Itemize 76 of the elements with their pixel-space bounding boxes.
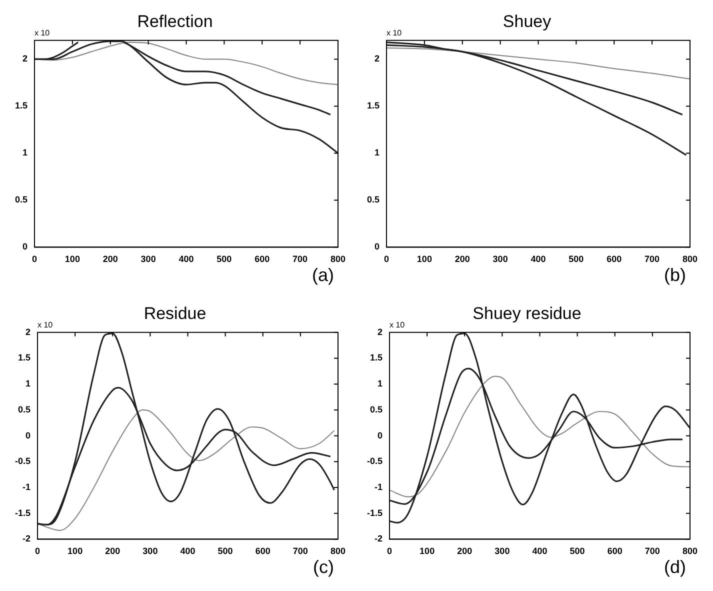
text: (a) [312, 265, 334, 286]
x-tick-label: 800 [330, 254, 346, 264]
y-tick-label: -2 [374, 534, 383, 544]
x-tick-label: 100 [416, 254, 432, 264]
y-tick-label: 2 [25, 326, 31, 337]
y-tick-label: 1 [374, 148, 380, 158]
x-tick-label: 800 [330, 546, 346, 556]
x-tick-label: 700 [292, 254, 308, 264]
text: (c) [313, 557, 334, 578]
y-tick-label: 1 [22, 148, 28, 158]
x-tick-label: 600 [255, 546, 270, 556]
y-tick-label: -0.5 [14, 456, 31, 466]
y-tick-label: -1.5 [14, 508, 31, 518]
x-tick-label: 200 [454, 254, 470, 264]
x-tick-label: 0 [32, 254, 38, 264]
y-tick-label: 2 [22, 54, 28, 64]
x-tick-label: 0 [35, 546, 40, 556]
x-tick-label: 400 [530, 254, 546, 264]
x-tick-label: 200 [102, 254, 118, 264]
x-tick-label: 100 [64, 254, 80, 264]
y-tick-label: 2 [377, 326, 383, 337]
x-tick-label: 800 [682, 546, 698, 556]
y-tick-label: -0.5 [366, 456, 383, 466]
x-tick-label: 600 [607, 546, 622, 556]
x-tick-label: 300 [142, 546, 158, 556]
chart-title: Shuey residue [472, 304, 582, 323]
y-tick-label: 0 [377, 430, 383, 440]
chart-title: Shuey [502, 12, 552, 31]
y-tick-label: 0.5 [366, 194, 380, 205]
x-tick-label: 400 [178, 254, 194, 264]
y-tick-label: 1.5 [370, 352, 383, 363]
y-tick-label: 2 [374, 54, 380, 64]
y-tick-label: 0.5 [370, 404, 383, 414]
text: (b) [664, 265, 686, 286]
x-tick-label: 300 [494, 546, 510, 556]
y-tick-label: 0.5 [14, 194, 28, 205]
x-tick-label: 300 [492, 254, 508, 264]
x-tick-label: 100 [420, 546, 435, 556]
x-tick-label: 400 [180, 546, 196, 556]
y-tick-label: 0 [25, 430, 31, 440]
x-tick-label: 100 [68, 546, 83, 556]
x-tick-label: 700 [644, 254, 660, 264]
y-tick-label: 1 [25, 378, 31, 389]
x-tick-label: 500 [570, 546, 585, 556]
y-tick-label: -2 [22, 534, 31, 544]
y-tick-label: 0 [22, 242, 28, 252]
text: (d) [664, 557, 686, 578]
x-tick-label: 800 [682, 254, 698, 264]
x-tick-label: 500 [216, 254, 232, 264]
x-tick-label: 200 [457, 546, 472, 556]
y-tick-label: 1.5 [14, 100, 28, 111]
x-tick-label: 500 [218, 546, 233, 556]
text: x 10 [38, 320, 54, 330]
x-tick-label: 700 [644, 546, 660, 556]
x-tick-label: 600 [606, 254, 622, 264]
y-tick-label: -1.5 [366, 508, 383, 518]
y-tick-label: 1.5 [18, 352, 31, 363]
x-tick-label: 500 [568, 254, 584, 264]
x-tick-label: 200 [105, 546, 120, 556]
y-tick-label: 1.5 [366, 100, 380, 111]
x-tick-label: 600 [254, 254, 270, 264]
y-tick-label: 0 [374, 242, 380, 252]
y-tick-label: -1 [374, 482, 383, 492]
text: x 10 [386, 28, 402, 38]
y-tick-label: -1 [22, 482, 31, 492]
x-tick-label: 300 [140, 254, 156, 264]
text: x 10 [34, 28, 50, 38]
chart-title: Residue [144, 304, 206, 323]
x-tick-label: 700 [292, 546, 308, 556]
x-tick-label: 0 [387, 546, 392, 556]
x-tick-label: 0 [384, 254, 390, 264]
y-tick-label: 0.5 [18, 404, 31, 414]
y-tick-label: 1 [377, 378, 383, 389]
x-tick-label: 400 [532, 546, 548, 556]
text: x 10 [390, 320, 406, 330]
chart-title: Reflection [137, 12, 213, 31]
